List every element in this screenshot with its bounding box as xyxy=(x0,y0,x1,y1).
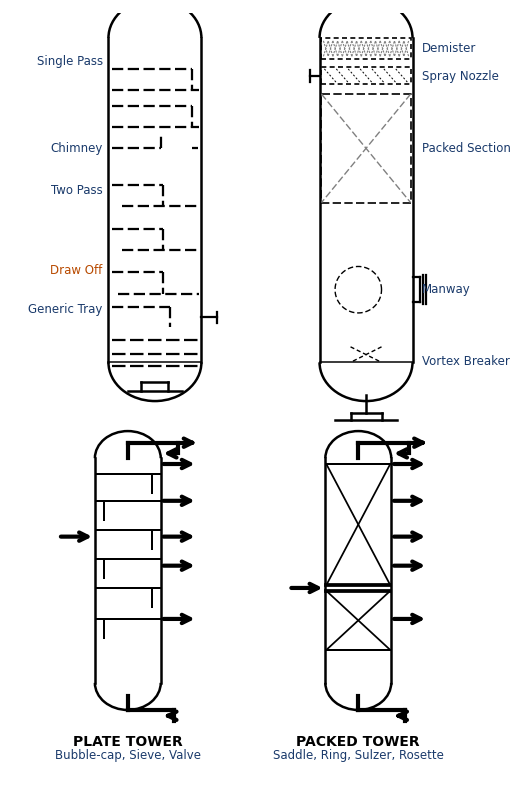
Text: Single Pass: Single Pass xyxy=(36,55,102,68)
Text: Chimney: Chimney xyxy=(50,142,102,155)
Text: Manway: Manway xyxy=(422,283,471,296)
Text: Two Pass: Two Pass xyxy=(51,185,102,197)
Text: Saddle, Ring, Sulzer, Rosette: Saddle, Ring, Sulzer, Rosette xyxy=(273,749,444,762)
Text: Bubble-cap, Sieve, Valve: Bubble-cap, Sieve, Valve xyxy=(55,749,201,762)
Text: Spray Nozzle: Spray Nozzle xyxy=(422,70,499,83)
Text: PACKED TOWER: PACKED TOWER xyxy=(297,735,420,749)
Text: PLATE TOWER: PLATE TOWER xyxy=(73,735,183,749)
Text: Generic Tray: Generic Tray xyxy=(29,302,102,316)
Text: Packed Section: Packed Section xyxy=(422,142,511,155)
Text: Draw Off: Draw Off xyxy=(50,264,102,276)
Text: Demister: Demister xyxy=(422,42,477,55)
Text: Vortex Breaker: Vortex Breaker xyxy=(422,355,510,368)
